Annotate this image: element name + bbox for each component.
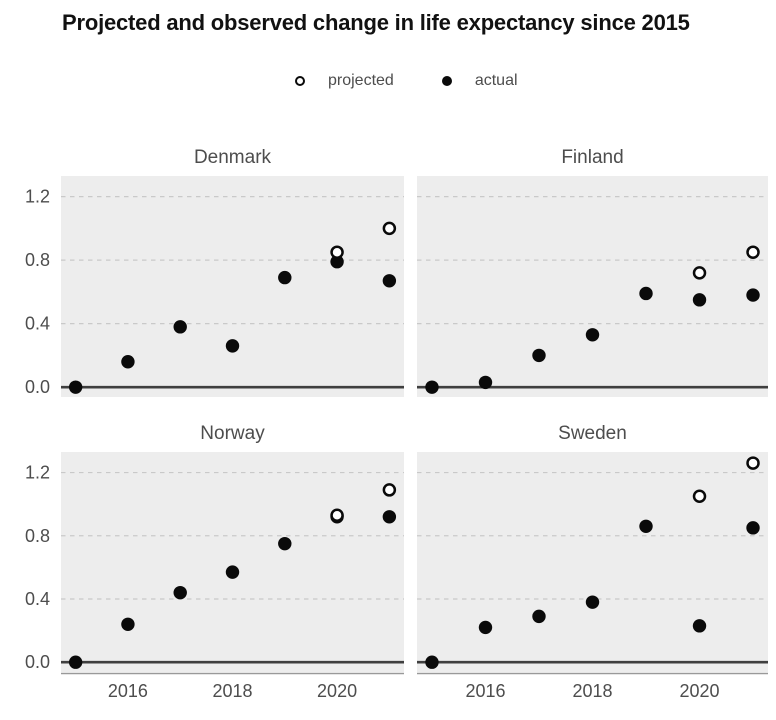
x-tick-label: 2020 <box>317 681 357 701</box>
data-point-actual <box>278 270 292 285</box>
data-point-actual <box>68 380 83 394</box>
data-point-actual <box>639 519 653 533</box>
facet-title: Sweden <box>558 423 627 444</box>
data-point-projected <box>692 266 707 280</box>
legend-label-projected: projected <box>328 72 394 89</box>
y-tick-label: 0.8 <box>25 250 50 270</box>
filled-circle-icon <box>441 76 452 86</box>
panel-background <box>61 452 404 672</box>
y-tick-label: 1.2 <box>25 463 50 483</box>
data-point-actual <box>478 620 493 635</box>
data-point-actual <box>121 617 135 631</box>
data-point-actual <box>225 339 240 353</box>
x-tick-label: 2018 <box>212 681 252 701</box>
facet-title: Denmark <box>194 147 272 168</box>
data-point-actual <box>278 536 292 551</box>
x-tick-label: 2020 <box>679 681 719 701</box>
data-point-projected <box>382 221 397 236</box>
facet-finland: Finland <box>417 147 768 397</box>
y-tick-label: 0.8 <box>25 526 50 546</box>
data-point-actual <box>746 288 760 302</box>
data-point-actual <box>225 565 240 579</box>
data-point-projected <box>330 245 344 259</box>
facet-denmark: Denmark 0.0 0.4 0.8 1.2 <box>25 147 404 397</box>
legend-label-actual: actual <box>474 72 518 89</box>
data-point-actual <box>585 595 600 609</box>
panel-background <box>417 176 768 397</box>
data-point-projected <box>692 489 707 504</box>
open-circle-icon <box>295 76 305 86</box>
data-point-projected <box>746 456 760 470</box>
data-point-actual <box>425 655 439 669</box>
facet-title: Norway <box>200 423 265 444</box>
data-point-actual <box>425 380 439 394</box>
y-tick-label: 0.4 <box>25 314 50 334</box>
data-point-actual <box>68 655 83 669</box>
data-point-actual <box>692 619 707 633</box>
data-point-actual <box>639 286 653 301</box>
data-point-actual <box>478 375 493 390</box>
y-tick-label: 1.2 <box>25 187 50 207</box>
data-point-actual <box>382 510 397 524</box>
y-tick-label: 0.4 <box>25 589 50 609</box>
x-tick-label: 2016 <box>108 681 148 701</box>
data-point-actual <box>173 320 187 334</box>
data-point-actual <box>532 348 546 363</box>
legend: projected actual <box>295 70 518 92</box>
y-tick-label: 0.0 <box>25 377 50 397</box>
facet-norway: Norway 2016 2018 2020 0.0 0.4 0.8 1.2 <box>25 423 404 701</box>
data-point-actual <box>382 274 397 288</box>
legend-item-actual: actual <box>441 72 518 90</box>
data-point-actual <box>173 585 187 600</box>
data-point-projected <box>330 508 344 522</box>
data-point-actual <box>121 355 135 369</box>
data-point-projected <box>746 245 760 259</box>
data-point-actual <box>585 328 600 342</box>
facet-sweden: Sweden 2016 2018 2020 <box>417 423 768 701</box>
data-point-actual <box>692 293 707 307</box>
x-tick-label: 2016 <box>465 681 505 701</box>
chart-title: Projected and observed change in life ex… <box>62 10 690 35</box>
panel-background <box>61 176 404 397</box>
data-point-projected <box>382 483 397 497</box>
panel-background <box>417 452 768 672</box>
data-point-actual <box>746 521 760 535</box>
legend-item-projected: projected <box>295 72 394 90</box>
data-point-actual <box>330 255 344 269</box>
x-tick-label: 2018 <box>572 681 612 701</box>
y-tick-label: 0.0 <box>25 652 50 672</box>
data-point-actual <box>532 609 546 624</box>
facet-title: Finland <box>561 147 623 168</box>
